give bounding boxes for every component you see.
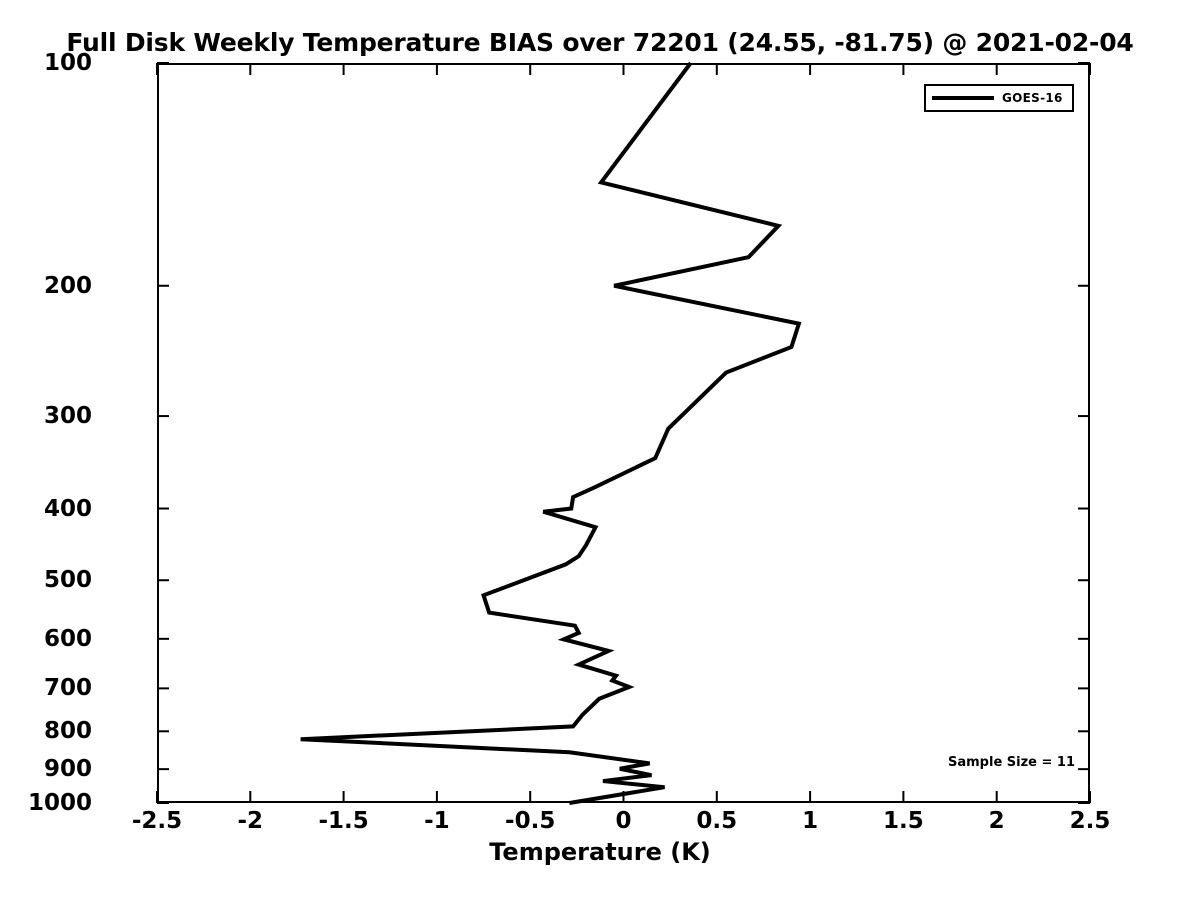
- x-tick-label: 1: [802, 808, 819, 834]
- legend-line-swatch: [932, 96, 994, 100]
- y-tick-label: 300: [43, 403, 92, 430]
- y-tick-label: 900: [43, 756, 92, 783]
- y-tick-label: 1000: [27, 790, 92, 816]
- chart-title: Full Disk Weekly Temperature BIAS over 7…: [66, 28, 1134, 57]
- sample-size-annotation: Sample Size = 11: [948, 755, 1076, 770]
- x-tick-label: 0.5: [696, 808, 738, 834]
- x-tick-label: 1.5: [883, 808, 924, 834]
- x-tick-label: 2.5: [1069, 808, 1111, 834]
- x-tick-label: -1: [424, 808, 450, 834]
- plot-area: [157, 63, 1090, 803]
- y-tick-label: 800: [43, 718, 92, 745]
- legend-label: GOES-16: [1002, 91, 1063, 105]
- y-tick-label: 200: [43, 272, 92, 299]
- y-tick-label: 700: [43, 675, 92, 702]
- y-tick-label: 500: [43, 567, 92, 594]
- x-tick-label: -2.5: [131, 808, 183, 834]
- x-tick-label: 2: [988, 808, 1005, 834]
- x-tick-label: -0.5: [505, 808, 556, 834]
- x-tick-label: -1.5: [318, 808, 369, 834]
- y-tick-label: 600: [43, 625, 92, 652]
- y-tick-label: 100: [43, 50, 92, 76]
- x-axis-title: Temperature (K): [489, 838, 711, 866]
- x-tick-label: -2: [237, 808, 264, 834]
- legend: GOES-16: [924, 84, 1074, 112]
- y-tick-label: 400: [43, 495, 92, 522]
- x-tick-label: 0: [615, 808, 632, 834]
